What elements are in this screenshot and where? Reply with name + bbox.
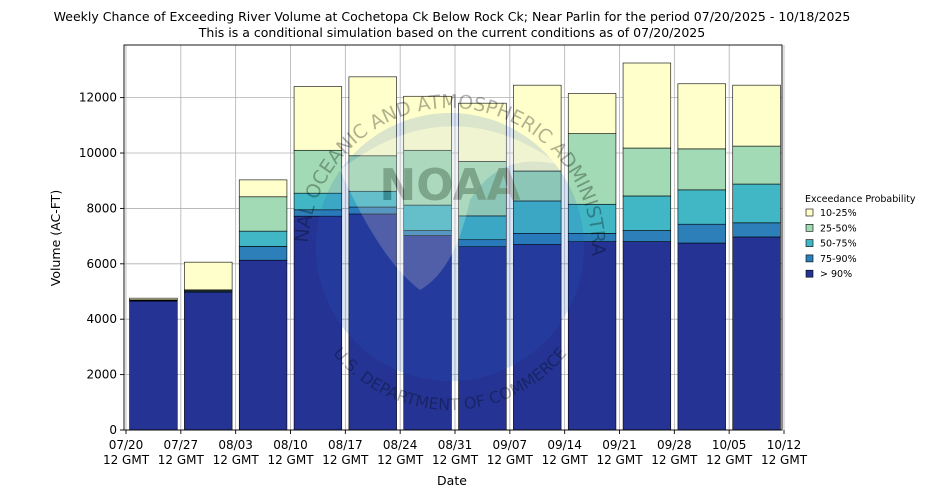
y-tick-label: 10000 bbox=[79, 146, 117, 160]
chart-subtitle: This is a conditional simulation based o… bbox=[198, 25, 705, 40]
x-tick-label-time: 12 GMT bbox=[377, 453, 424, 467]
x-tick-label-date: 10/05 bbox=[712, 438, 747, 452]
x-tick-label-date: 10/12 bbox=[767, 438, 802, 452]
bar-segment bbox=[513, 84, 562, 172]
bar-segment bbox=[677, 242, 726, 431]
x-tick-label-time: 12 GMT bbox=[487, 453, 534, 467]
bar-segment bbox=[732, 183, 781, 224]
x-axis-label: Date bbox=[437, 473, 467, 488]
x-tick-label-time: 12 GMT bbox=[596, 453, 643, 467]
x-tick-label-date: 08/31 bbox=[438, 438, 473, 452]
bar-segment bbox=[458, 161, 507, 217]
legend-items: 10-25% 25-50% 50-75% 75-90% > 90% bbox=[805, 208, 857, 280]
y-tick-label: 0 bbox=[109, 423, 117, 437]
bar-segment bbox=[677, 148, 726, 191]
x-tick-label-time: 12 GMT bbox=[542, 453, 589, 467]
bar-segment bbox=[238, 246, 288, 261]
bar-segment bbox=[238, 179, 288, 198]
bar-segment bbox=[403, 95, 452, 151]
bar-segment bbox=[567, 241, 617, 431]
x-tick-label-date: 09/21 bbox=[602, 438, 637, 452]
x-tick-label-date: 08/10 bbox=[273, 438, 308, 452]
y-axis-label: Volume (AC-FT) bbox=[48, 190, 63, 286]
legend: Exceedance Probability 10-25% 25-50% 50-75… bbox=[805, 194, 916, 280]
bar-segment bbox=[348, 155, 397, 192]
x-tick-label-time: 12 GMT bbox=[158, 453, 205, 467]
bar-segment bbox=[622, 230, 672, 242]
noaa-logo-wordmark: NOAA bbox=[379, 160, 520, 211]
bar-segment bbox=[238, 196, 288, 232]
bar-segment bbox=[677, 83, 726, 150]
bar-segment bbox=[677, 189, 726, 225]
bar-segment bbox=[458, 246, 507, 431]
legend-swatch bbox=[805, 208, 814, 217]
bar-segment bbox=[293, 149, 343, 194]
bar-segment bbox=[732, 222, 781, 238]
noaa-logo-disc bbox=[316, 113, 584, 381]
bar-segment bbox=[622, 62, 672, 149]
bar-segment bbox=[622, 195, 672, 231]
legend-swatch bbox=[805, 254, 814, 263]
x-tick-label-time: 12 GMT bbox=[322, 453, 369, 467]
y-tick-label: 6000 bbox=[86, 257, 117, 271]
legend-label: 50-75% bbox=[820, 239, 857, 250]
x-tick-label-time: 12 GMT bbox=[761, 453, 808, 467]
bar-segment bbox=[567, 133, 617, 205]
bar-segment bbox=[129, 300, 178, 431]
x-tick-label-time: 12 GMT bbox=[103, 453, 150, 467]
noaa-logo-bird bbox=[340, 126, 560, 290]
bar-segment bbox=[513, 200, 562, 234]
bar-segment bbox=[567, 93, 617, 134]
bar-segment bbox=[622, 241, 672, 431]
legend-swatch bbox=[805, 269, 814, 278]
x-tick-label-date: 09/28 bbox=[657, 438, 692, 452]
bar-segment bbox=[238, 259, 288, 431]
x-tick-label-date: 08/24 bbox=[383, 438, 418, 452]
legend-label: > 90% bbox=[820, 269, 852, 280]
x-tick-label-time: 12 GMT bbox=[432, 453, 479, 467]
bar-segment bbox=[403, 235, 452, 431]
bars-layer bbox=[129, 62, 781, 431]
legend-swatch bbox=[805, 239, 814, 247]
legend-label: 10-25% bbox=[820, 208, 857, 219]
bar-segment bbox=[184, 261, 233, 291]
y-tick-label: 4000 bbox=[86, 312, 117, 326]
legend-label: 25-50% bbox=[820, 223, 857, 234]
chart-title: Weekly Chance of Exceeding River Volume … bbox=[54, 9, 851, 24]
y-tick-label: 8000 bbox=[86, 201, 117, 215]
bar-segment bbox=[293, 215, 343, 431]
x-tick-label-date: 07/20 bbox=[109, 438, 144, 452]
bar-segment bbox=[732, 84, 781, 147]
legend-swatch bbox=[805, 224, 814, 232]
bar-segment bbox=[238, 230, 288, 247]
x-tick-label-date: 09/07 bbox=[493, 438, 528, 452]
bar-segment bbox=[348, 213, 397, 431]
bar-segment bbox=[732, 145, 781, 185]
y-tick-label: 12000 bbox=[79, 91, 117, 105]
legend-label: 75-90% bbox=[820, 254, 857, 265]
bar-segment bbox=[622, 147, 672, 197]
x-tick-label-time: 12 GMT bbox=[651, 453, 698, 467]
plot-frame bbox=[123, 44, 783, 431]
x-tick-label-time: 12 GMT bbox=[213, 453, 260, 467]
bar-segment bbox=[129, 297, 178, 301]
legend-title: Exceedance Probability bbox=[805, 194, 916, 205]
y-tick-label: 2000 bbox=[86, 368, 117, 382]
x-tick-label-time: 12 GMT bbox=[706, 453, 753, 467]
bar-segment bbox=[403, 204, 452, 231]
x-tick-label-time: 12 GMT bbox=[267, 453, 314, 467]
bar-segment bbox=[458, 102, 507, 162]
bar-segment bbox=[184, 291, 233, 431]
x-tick-label-date: 08/03 bbox=[218, 438, 253, 452]
bar-segment bbox=[293, 86, 343, 151]
x-tick-label-date: 07/27 bbox=[164, 438, 199, 452]
bar-segment bbox=[732, 236, 781, 431]
x-tick-label-date: 09/14 bbox=[547, 438, 582, 452]
bar-segment bbox=[403, 149, 452, 206]
bar-segment bbox=[348, 76, 397, 157]
bar-segment bbox=[677, 223, 726, 244]
x-tick-label-date: 08/17 bbox=[328, 438, 363, 452]
